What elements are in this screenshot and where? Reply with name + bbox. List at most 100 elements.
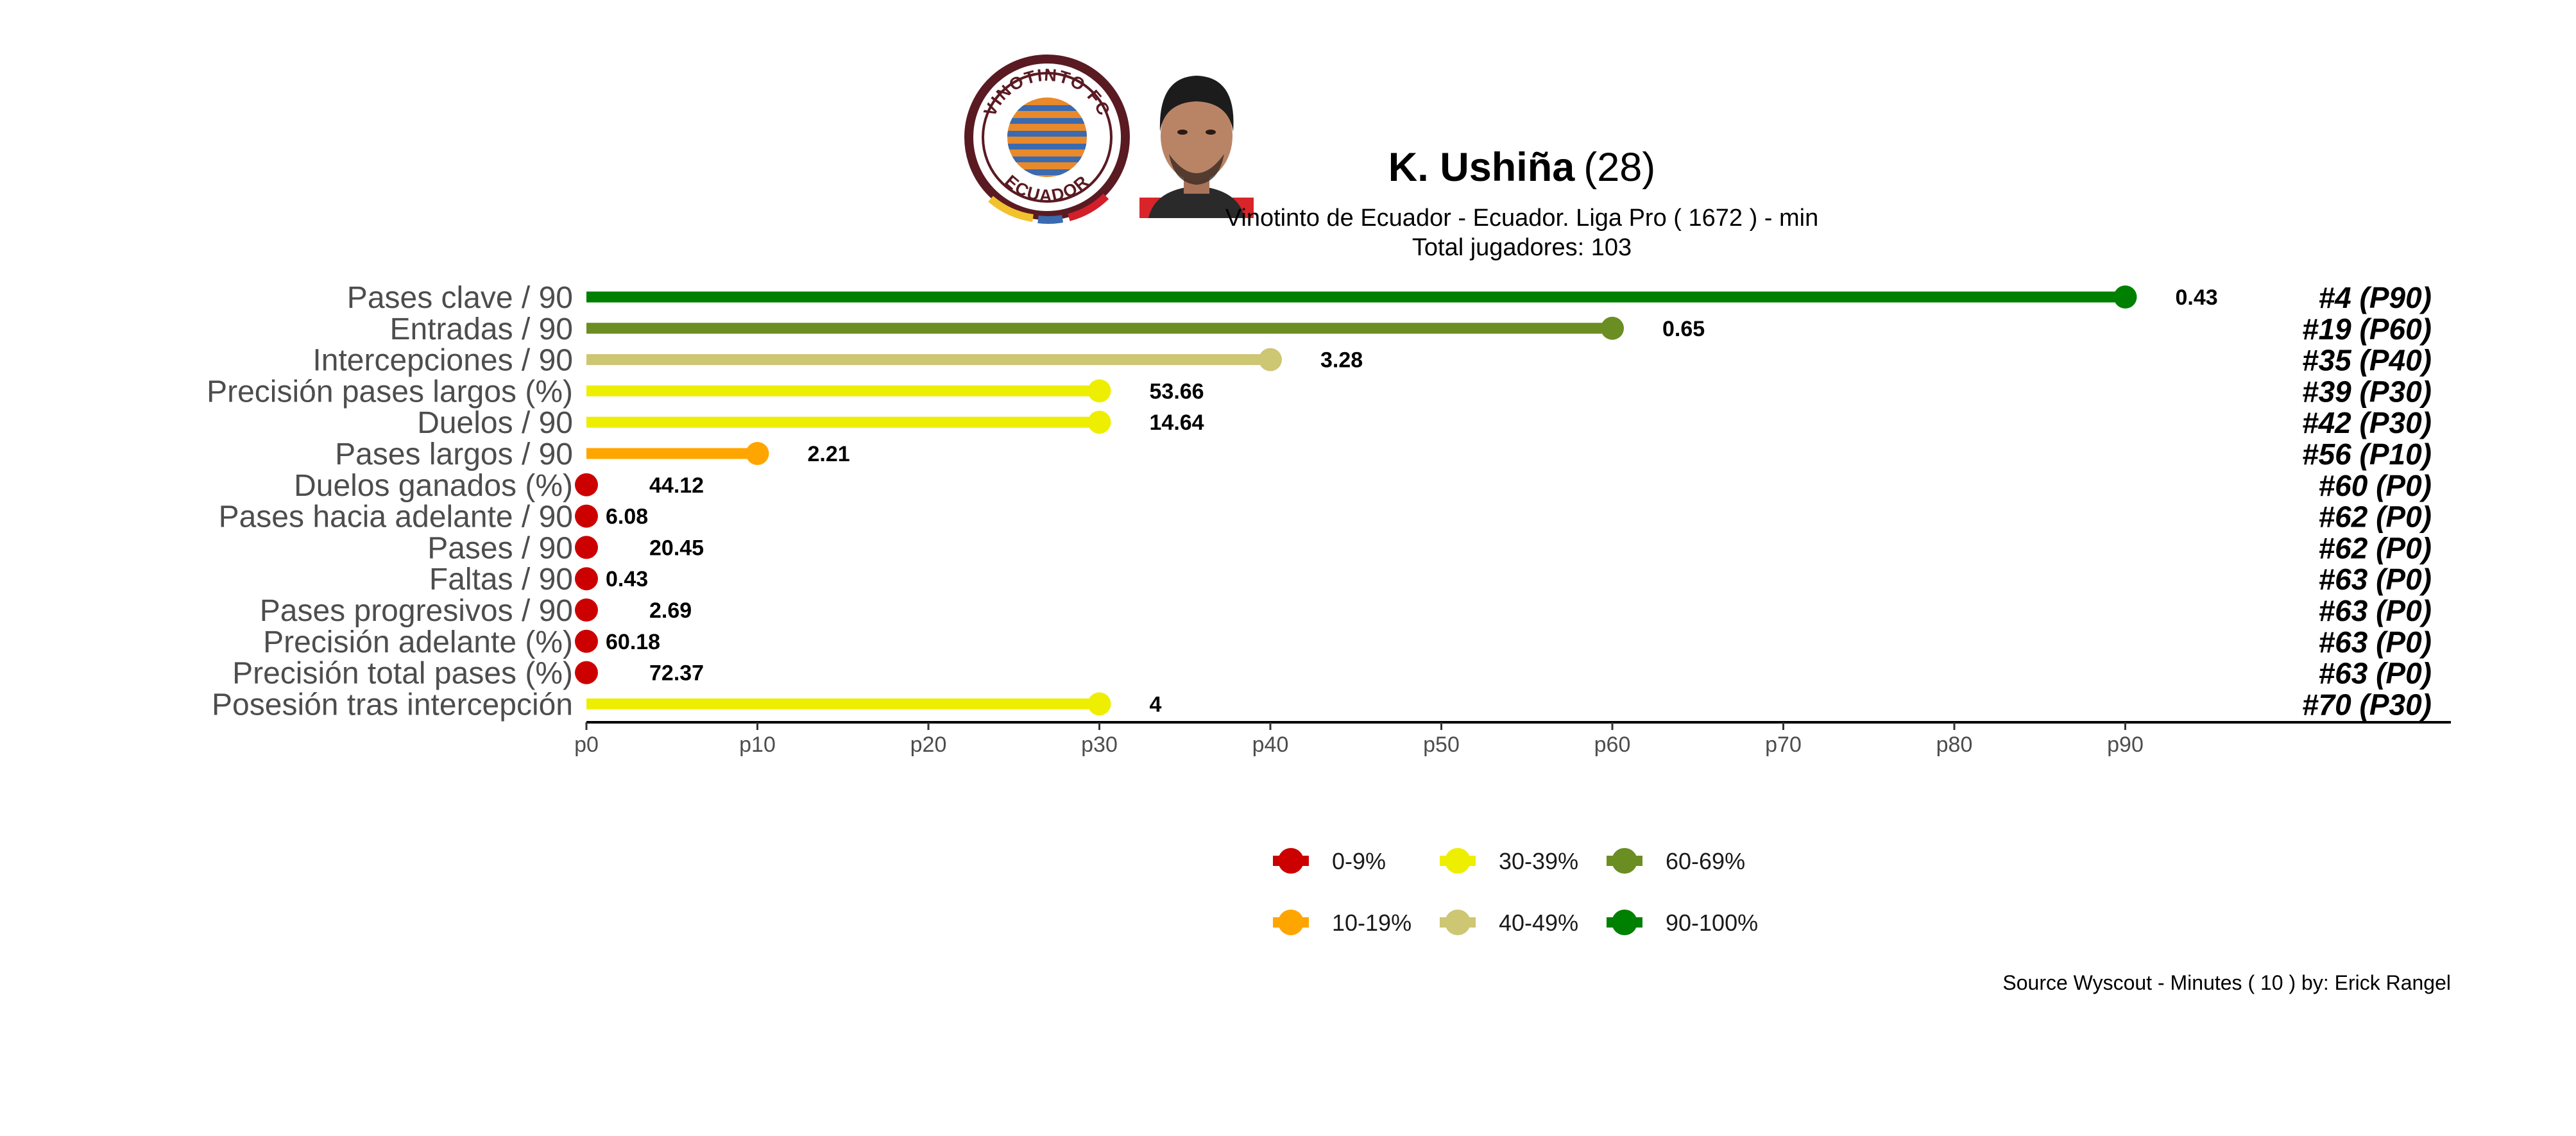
legend-item: 30-39% bbox=[1440, 848, 1578, 874]
rank-label: #60 (P0) bbox=[2319, 469, 2432, 502]
value-label: 4 bbox=[1150, 692, 1162, 716]
x-tick-label: p80 bbox=[1936, 733, 1973, 757]
metric-row: Intercepciones / 90 3.28 #35 (P40) bbox=[312, 344, 2432, 378]
rank-label: #62 (P0) bbox=[2319, 531, 2432, 564]
legend-item: 10-19% bbox=[1273, 910, 1412, 936]
metric-row: Faltas / 90 0.43 #63 (P0) bbox=[429, 563, 2432, 597]
lollipop-dot bbox=[1601, 316, 1624, 340]
player-subtitle: Vinotinto de Ecuador - Ecuador. Liga Pro… bbox=[1225, 205, 1819, 232]
metric-row: Pases clave / 90 0.43 #4 (P90) bbox=[347, 281, 2432, 315]
value-label: 0.65 bbox=[1662, 317, 1705, 341]
rank-label: #42 (P30) bbox=[2302, 406, 2432, 439]
lollipop-dot bbox=[1259, 348, 1282, 371]
player-title: K. Ushiña (28) bbox=[1388, 145, 1656, 190]
x-tick-label: p20 bbox=[910, 733, 947, 757]
rank-label: #62 (P0) bbox=[2319, 500, 2432, 534]
metric-label: Pases progresivos / 90 bbox=[260, 594, 573, 628]
x-tick-label: p40 bbox=[1252, 733, 1289, 757]
x-tick-label: p0 bbox=[574, 733, 599, 757]
metric-label: Duelos / 90 bbox=[417, 406, 573, 440]
total-players: Total jugadores: 103 bbox=[1412, 234, 1632, 261]
legend-label: 60-69% bbox=[1666, 848, 1745, 874]
value-label: 53.66 bbox=[1150, 379, 1204, 403]
value-label: 20.45 bbox=[649, 536, 704, 560]
player-photo bbox=[1139, 76, 1254, 218]
player-age: (28) bbox=[1583, 145, 1655, 190]
metric-label: Faltas / 90 bbox=[429, 563, 573, 597]
lollipop-dot bbox=[1088, 379, 1111, 403]
player-name: K. Ushiña bbox=[1388, 145, 1576, 190]
rank-label: #70 (P30) bbox=[2302, 688, 2432, 721]
metric-row: Precisión pases largos (%) 53.66 #39 (P30) bbox=[207, 375, 2432, 409]
metric-row: Precisión total pases (%) 72.37 #63 (P0) bbox=[232, 657, 2432, 691]
lollipop-dot bbox=[1088, 411, 1111, 434]
club-logo-ball bbox=[1007, 97, 1087, 177]
metric-label: Precisión pases largos (%) bbox=[207, 375, 573, 409]
value-label: 0.43 bbox=[606, 567, 648, 591]
x-tick-label: p50 bbox=[1423, 733, 1460, 757]
metric-label: Pases hacia adelante / 90 bbox=[219, 500, 573, 534]
value-label: 2.21 bbox=[808, 442, 850, 466]
legend-item: 0-9% bbox=[1273, 848, 1386, 874]
metric-row: Duelos ganados (%) 44.12 #60 (P0) bbox=[294, 469, 2432, 503]
value-label: 2.69 bbox=[649, 598, 692, 623]
legend-label: 10-19% bbox=[1332, 910, 1412, 936]
metric-label: Duelos ganados (%) bbox=[294, 469, 573, 503]
legend-item: 60-69% bbox=[1607, 848, 1745, 874]
metric-label: Pases clave / 90 bbox=[347, 281, 573, 315]
lollipop-dot bbox=[575, 473, 598, 496]
x-axis-ticks: p0 p10 p20 p30 p40 p50 p60 p70 p80 p90 bbox=[574, 722, 2144, 757]
legend-swatch-dot bbox=[1278, 848, 1304, 874]
rank-label: #63 (P0) bbox=[2319, 657, 2432, 690]
legend-swatch-dot bbox=[1445, 848, 1471, 874]
metric-row: Pases largos / 90 2.21 #56 (P10) bbox=[335, 437, 2432, 471]
legend-swatch-dot bbox=[1612, 910, 1637, 935]
metric-label: Pases / 90 bbox=[427, 531, 573, 565]
metric-label: Pases largos / 90 bbox=[335, 437, 573, 471]
value-label: 6.08 bbox=[606, 505, 648, 529]
x-tick-label: p70 bbox=[1765, 733, 1802, 757]
lollipop-dot bbox=[575, 629, 598, 653]
metric-label: Entradas / 90 bbox=[389, 312, 573, 346]
lollipop-dot bbox=[746, 442, 769, 465]
value-label: 0.43 bbox=[2176, 285, 2218, 310]
x-tick-label: p60 bbox=[1594, 733, 1631, 757]
x-tick-label: p90 bbox=[2107, 733, 2144, 757]
metric-label: Posesión tras intercepción bbox=[212, 688, 573, 722]
legend: 0-9% 10-19% 30-39% 40-49% 60-69% 90-100% bbox=[1273, 848, 1758, 936]
rank-label: #4 (P90) bbox=[2319, 281, 2432, 314]
metric-label: Intercepciones / 90 bbox=[312, 344, 573, 378]
legend-label: 30-39% bbox=[1499, 848, 1578, 874]
metric-row: Entradas / 90 0.65 #19 (P60) bbox=[389, 312, 2432, 346]
metric-rows: Pases clave / 90 0.43 #4 (P90)Entradas / 9… bbox=[207, 281, 2432, 722]
metric-row: Posesión tras intercepción 4 #70 (P30) bbox=[212, 688, 2432, 722]
rank-label: #19 (P60) bbox=[2302, 312, 2432, 346]
metric-row: Duelos / 90 14.64 #42 (P30) bbox=[417, 406, 2432, 440]
value-label: 3.28 bbox=[1320, 348, 1363, 373]
lollipop-dot bbox=[2113, 285, 2137, 309]
source-note: Source Wyscout - Minutes ( 10 ) by: Eric… bbox=[2002, 971, 2451, 994]
rank-label: #63 (P0) bbox=[2319, 563, 2432, 596]
metric-row: Pases / 90 20.45 #62 (P0) bbox=[427, 531, 2432, 565]
legend-swatch-dot bbox=[1278, 910, 1304, 935]
legend-swatch-dot bbox=[1612, 848, 1637, 874]
value-label: 60.18 bbox=[606, 630, 660, 654]
legend-label: 90-100% bbox=[1666, 910, 1758, 936]
lollipop-dot bbox=[1088, 692, 1111, 716]
rank-label: #63 (P0) bbox=[2319, 594, 2432, 627]
legend-item: 90-100% bbox=[1607, 910, 1758, 936]
lollipop-dot bbox=[575, 504, 598, 528]
value-label: 72.37 bbox=[649, 661, 704, 686]
metric-row: Precisión adelante (%) 60.18 #63 (P0) bbox=[263, 625, 2432, 659]
legend-item: 40-49% bbox=[1440, 910, 1578, 936]
legend-swatch-dot bbox=[1445, 910, 1471, 935]
lollipop-dot bbox=[575, 567, 598, 591]
metric-label: Precisión total pases (%) bbox=[232, 657, 573, 691]
value-label: 14.64 bbox=[1150, 411, 1204, 435]
rank-label: #39 (P30) bbox=[2302, 375, 2432, 408]
legend-label: 40-49% bbox=[1499, 910, 1578, 936]
x-tick-label: p10 bbox=[739, 733, 776, 757]
metric-label: Precisión adelante (%) bbox=[263, 625, 573, 659]
rank-label: #63 (P0) bbox=[2319, 625, 2432, 659]
